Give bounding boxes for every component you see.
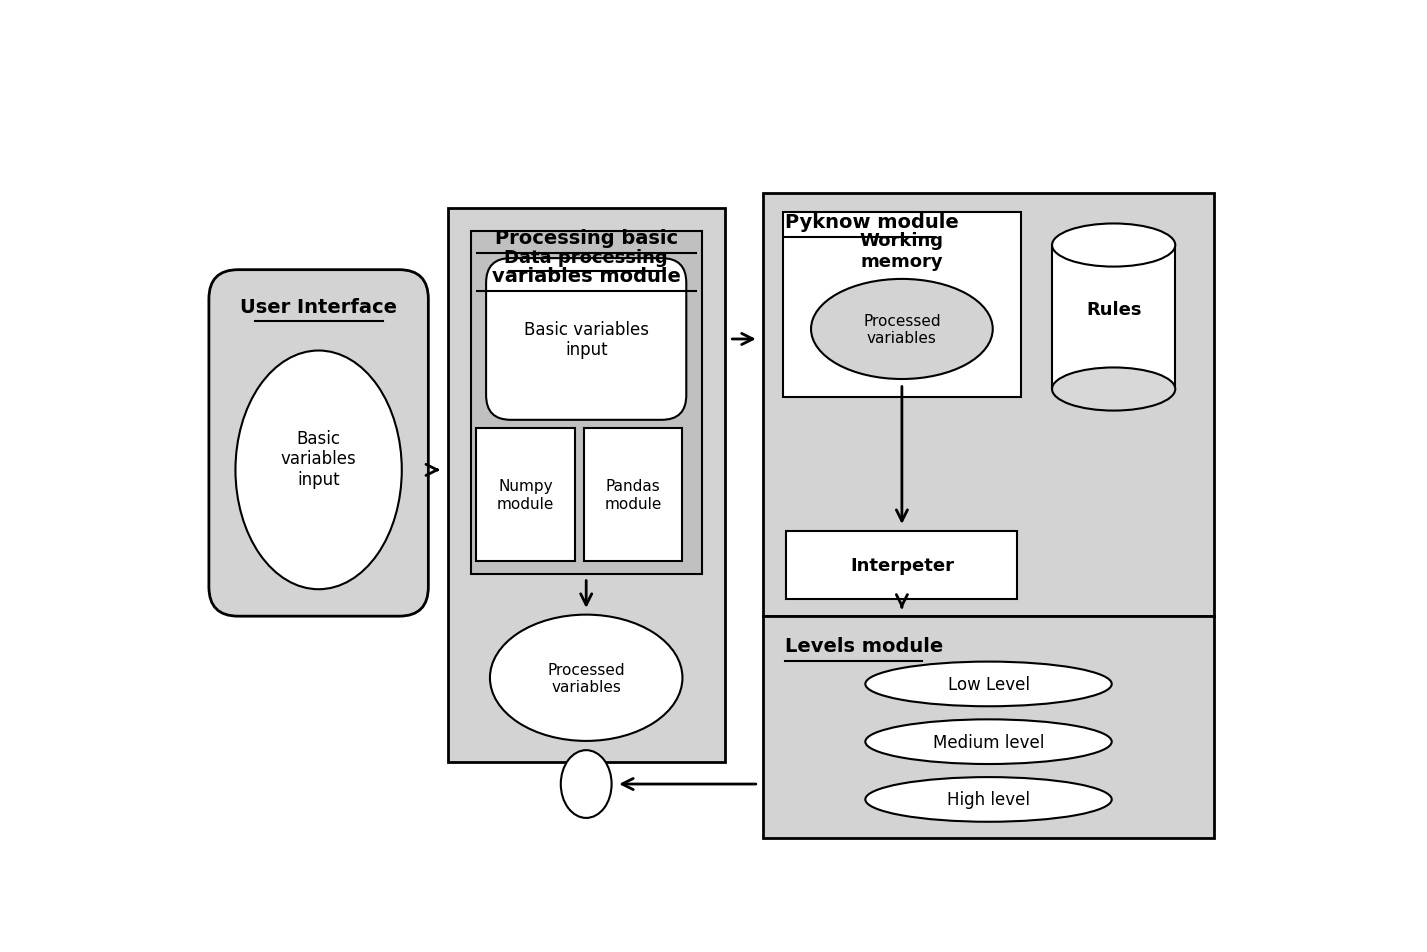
FancyBboxPatch shape [487, 259, 686, 421]
Text: Processing basic: Processing basic [495, 228, 678, 248]
Ellipse shape [235, 351, 402, 589]
Text: Basic
variables
input: Basic variables input [281, 429, 357, 488]
Bar [448, 208, 725, 763]
Ellipse shape [1052, 225, 1176, 268]
Text: Rules: Rules [1086, 301, 1142, 319]
Text: User Interface: User Interface [240, 298, 397, 317]
Text: Working
memory: Working memory [860, 231, 943, 270]
Text: Pyknow module: Pyknow module [785, 213, 959, 232]
FancyBboxPatch shape [208, 270, 428, 617]
Ellipse shape [811, 280, 993, 380]
Bar [763, 193, 1214, 617]
Text: Numpy
module: Numpy module [497, 479, 554, 511]
Ellipse shape [865, 777, 1112, 822]
Text: Medium level: Medium level [933, 733, 1045, 751]
Bar [584, 428, 682, 561]
Ellipse shape [1052, 368, 1176, 411]
Ellipse shape [489, 615, 682, 741]
Text: Low Level: Low Level [948, 675, 1029, 693]
Text: Processed
variables: Processed variables [548, 662, 625, 694]
Ellipse shape [561, 750, 612, 818]
Text: variables module: variables module [492, 268, 681, 286]
Ellipse shape [865, 720, 1112, 764]
Bar [786, 532, 1017, 600]
Bar [1052, 246, 1176, 389]
Text: Data processing: Data processing [504, 248, 668, 267]
Bar [471, 232, 702, 574]
Text: Basic variables
input: Basic variables input [524, 320, 649, 359]
Text: Processed
variables: Processed variables [863, 313, 940, 346]
Text: Levels module: Levels module [785, 636, 943, 655]
Bar [763, 617, 1214, 838]
Text: Interpeter: Interpeter [850, 557, 953, 575]
Text: Pandas
module: Pandas module [605, 479, 662, 511]
Text: High level: High level [948, 790, 1030, 808]
Bar [477, 428, 575, 561]
Bar [782, 212, 1022, 397]
Ellipse shape [865, 662, 1112, 706]
